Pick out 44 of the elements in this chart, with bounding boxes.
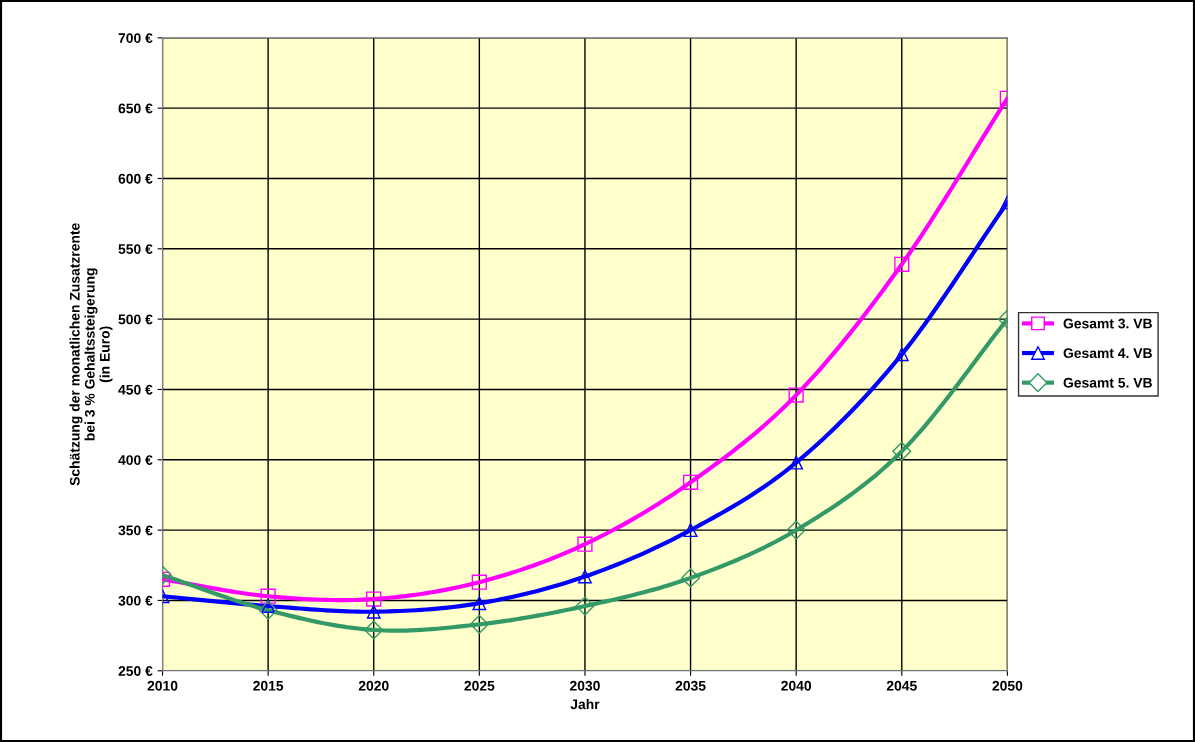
x-tick-label: 2035 <box>675 680 706 691</box>
point <box>260 588 276 604</box>
point <box>892 441 912 461</box>
x-tick-label: 2040 <box>781 680 812 691</box>
point <box>366 591 382 607</box>
point <box>471 574 487 590</box>
legend-label: Gesamt 3. VB <box>1063 318 1152 329</box>
x-tick-label: 2020 <box>358 680 389 691</box>
y-axis-title: Schätzung der monatlichen Zusatzrente bei 3 % Gehaltssteigerung (in Euro) <box>69 223 113 486</box>
point <box>894 256 910 272</box>
point <box>786 520 806 540</box>
point <box>366 604 381 619</box>
point <box>577 536 593 552</box>
y-tick-label: 300 € <box>118 595 153 606</box>
point <box>258 600 278 620</box>
point <box>894 347 909 362</box>
legend-label: Gesamt 4. VB <box>1063 348 1152 359</box>
legend-label: Gesamt 5. VB <box>1063 377 1152 388</box>
point <box>578 569 592 584</box>
point <box>472 596 487 611</box>
point <box>682 474 699 490</box>
y-tick-label: 400 € <box>118 455 153 465</box>
x-tick-label: 2030 <box>569 680 600 691</box>
point <box>789 455 804 470</box>
point <box>469 614 489 634</box>
x-tick-label: 2050 <box>992 680 1023 691</box>
y-tick-label: 350 € <box>118 525 153 536</box>
y-tick-label: 250 € <box>118 666 153 676</box>
y-tick-label: 450 € <box>118 384 153 395</box>
x-tick-label: 2015 <box>253 680 284 691</box>
x-tick-label: 2045 <box>886 680 917 691</box>
y-tick-label: 700 € <box>118 33 153 44</box>
point <box>681 568 701 588</box>
point <box>575 596 595 616</box>
y-tick-label: 500 € <box>118 314 153 325</box>
x-tick-label: 2010 <box>147 680 178 691</box>
x-axis-title: Jahr <box>570 698 600 710</box>
point <box>683 523 698 538</box>
point <box>364 620 384 640</box>
x-tick-label: 2025 <box>464 680 495 691</box>
y-tick-label: 650 € <box>118 103 153 114</box>
point <box>788 387 804 403</box>
y-tick-label: 600 € <box>118 173 153 184</box>
y-tick-label: 550 € <box>118 244 153 254</box>
